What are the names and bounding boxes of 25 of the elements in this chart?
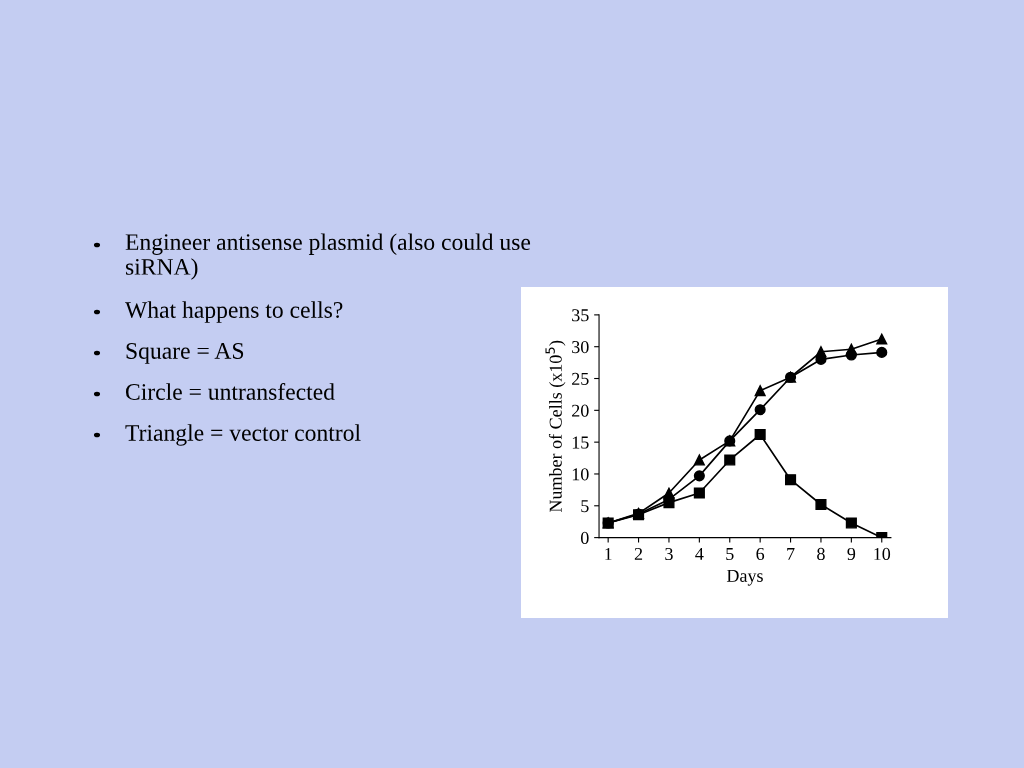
x-tick-label: 3 (665, 547, 673, 561)
x-tick-label: 7 (787, 548, 795, 560)
text: Triangle = vector control (125, 424, 361, 446)
text: Square = AS (126, 343, 244, 364)
x-tick-label: 10 (874, 547, 891, 561)
x-axis-title: Days (726, 569, 763, 586)
y-axis-title: Number of Cells (x10$^{5}$) (545, 340, 566, 513)
y-tick-label: 15 (572, 436, 589, 449)
y-tick-label: 25 (572, 372, 589, 385)
text: Engineer antisense plasmid (also could use siRNA) (125, 233, 531, 280)
x-tick-label: 6 (756, 547, 765, 561)
x-tick-label: 8 (817, 547, 825, 561)
x-tick-label: 4 (695, 547, 704, 560)
x-tick-label: 9 (847, 547, 856, 561)
x-tick-label: 2 (634, 547, 643, 560)
y-tick-label: 10 (572, 468, 589, 481)
y-tick-label: 5 (581, 500, 589, 513)
text: Circle = untransfected (125, 383, 335, 400)
y-tick-label: 35 (572, 309, 589, 322)
x-tick-label: 1 (605, 547, 612, 560)
text: What happens to cells? (125, 301, 343, 323)
x-tick-label: 5 (726, 548, 734, 561)
y-tick-label: 20 (572, 404, 589, 417)
y-tick-label: 0 (580, 531, 589, 545)
y-tick-label: 30 (572, 340, 589, 354)
